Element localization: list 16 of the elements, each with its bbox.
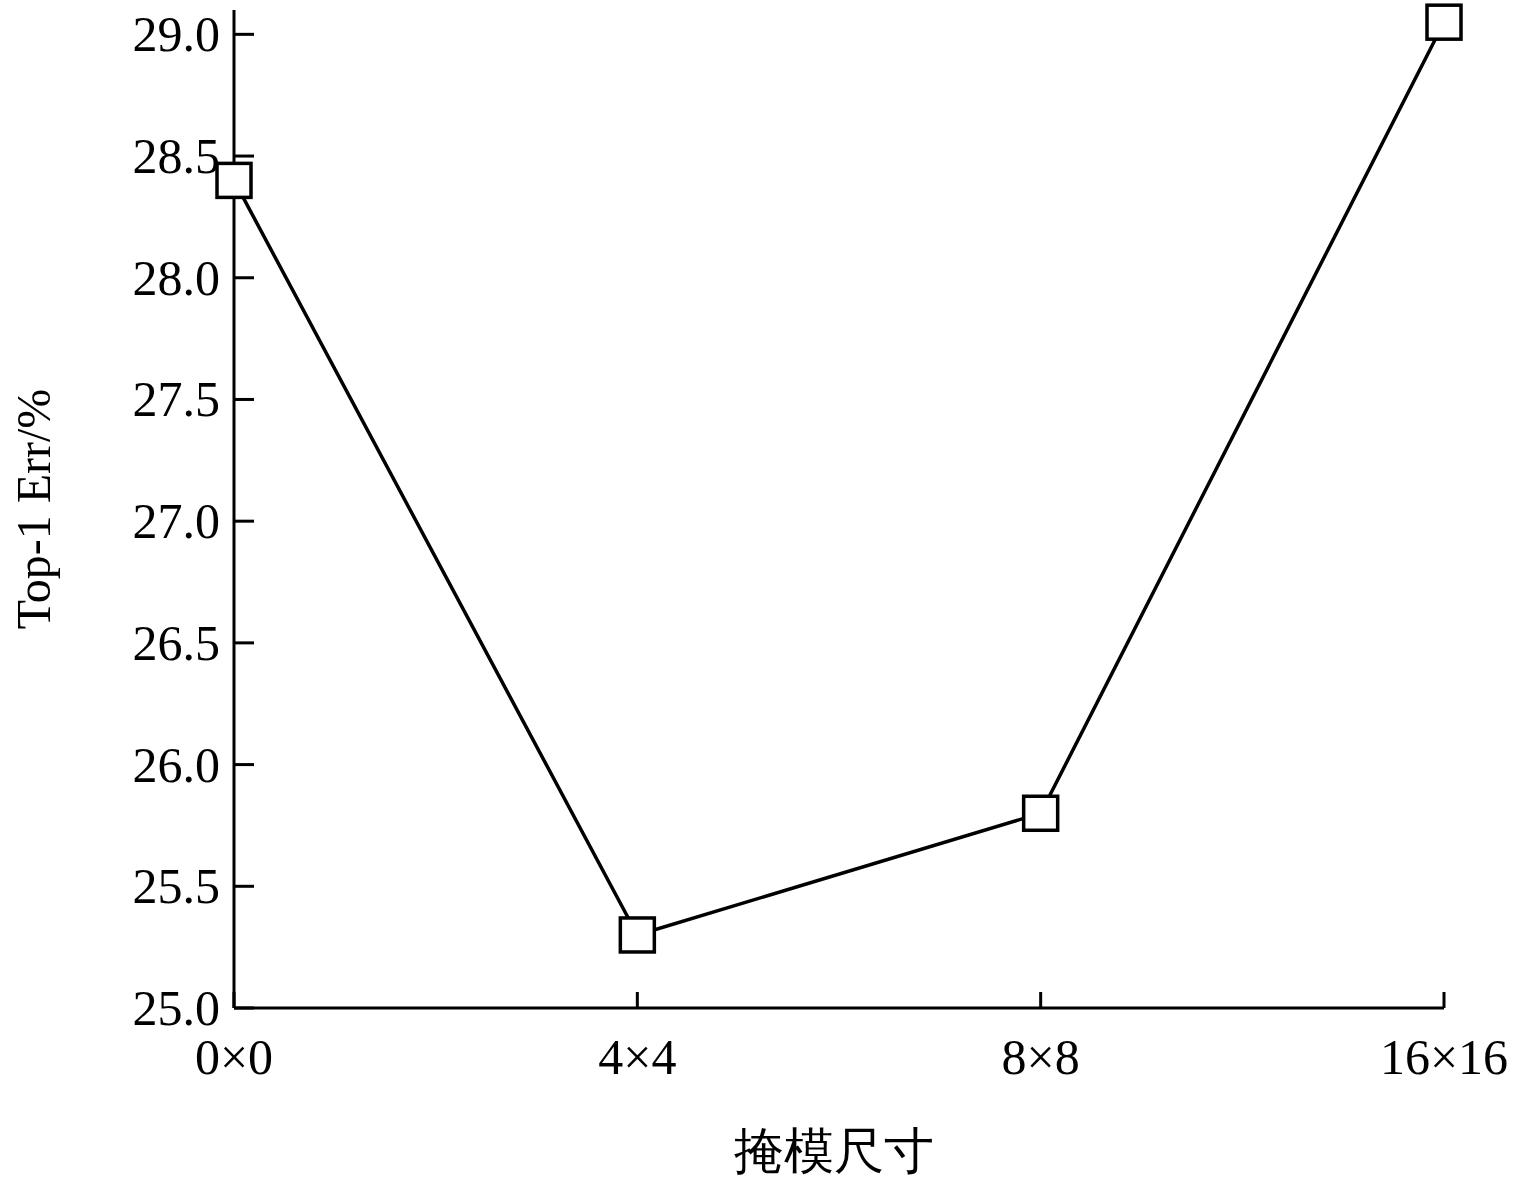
y-tick-label: 27.0 [132,493,220,550]
y-tick-label: 25.5 [132,858,220,915]
y-tick-label: 28.0 [132,249,220,306]
y-tick-label: 27.5 [132,371,220,428]
point [1021,794,1060,833]
y-tick-label: 26.5 [132,614,220,671]
x-tick-label: 16×16 [1379,1029,1509,1085]
x-tick-label: 8×8 [1001,1029,1080,1085]
x-axis-title: 掩模尺寸 [734,1123,934,1179]
x-tick-label: 4×4 [598,1029,677,1085]
point [618,916,657,954]
y-tick-label: 26.0 [132,736,220,793]
y-tick-label: 28.5 [132,128,220,185]
y-axis-title: Top-1 Err/% [7,388,60,630]
point [1425,3,1463,41]
y-tick-label: 29.0 [132,6,220,63]
